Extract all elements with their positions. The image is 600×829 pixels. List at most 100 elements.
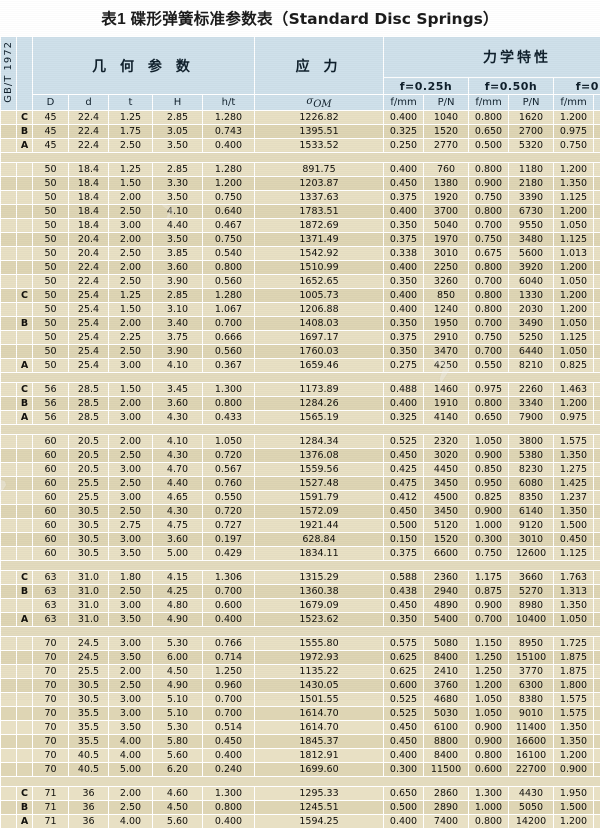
cell-p-075h: 8340 bbox=[594, 505, 600, 519]
cell-sigma: 1408.03 bbox=[255, 317, 384, 331]
cell-h-over-t: 0.800 bbox=[203, 261, 255, 275]
cell-p-075h: 7720 bbox=[594, 139, 600, 153]
cell-h-over-t: 0.197 bbox=[203, 533, 255, 547]
cell-series-class: A bbox=[17, 613, 33, 627]
cell-H: 2.85 bbox=[153, 163, 203, 177]
cell-f-050h: 0.300 bbox=[469, 533, 509, 547]
cell-t: 1.80 bbox=[109, 571, 153, 585]
cell-p-050h: 4430 bbox=[509, 787, 554, 801]
cell-sigma: 1203.87 bbox=[255, 177, 384, 191]
cell-f-025h: 0.300 bbox=[384, 763, 424, 777]
cell-D: 63 bbox=[33, 599, 69, 613]
cell-p-025h: 3260 bbox=[424, 275, 469, 289]
group-spacer-cell bbox=[1, 425, 600, 435]
cell-H: 4.75 bbox=[153, 519, 203, 533]
cell-t: 2.50 bbox=[109, 275, 153, 289]
cell-t: 2.50 bbox=[109, 801, 153, 815]
cell-f-050h: 0.700 bbox=[469, 345, 509, 359]
cell-d: 40.5 bbox=[69, 763, 109, 777]
cell-p-025h: 1910 bbox=[424, 397, 469, 411]
cell-h-over-t: 0.560 bbox=[203, 345, 255, 359]
cell-f-075h: 1.013 bbox=[554, 247, 594, 261]
cell-f-075h: 1.200 bbox=[554, 163, 594, 177]
cell-series-class bbox=[17, 275, 33, 289]
cell-D: 70 bbox=[33, 651, 69, 665]
cell-p-050h: 15100 bbox=[509, 651, 554, 665]
standard-label-spacer bbox=[1, 637, 17, 651]
cell-sigma: 1542.92 bbox=[255, 247, 384, 261]
cell-f-050h: 0.800 bbox=[469, 397, 509, 411]
standard-label-spacer bbox=[1, 449, 17, 463]
cell-f-050h: 0.750 bbox=[469, 233, 509, 247]
cell-t: 3.00 bbox=[109, 463, 153, 477]
cell-p-050h: 9010 bbox=[509, 707, 554, 721]
cell-p-075h: 23900 bbox=[594, 735, 600, 749]
cell-p-050h: 6140 bbox=[509, 505, 554, 519]
cell-f-050h: 1.000 bbox=[469, 801, 509, 815]
group-spacer-row bbox=[1, 627, 600, 637]
cell-f-025h: 0.575 bbox=[384, 637, 424, 651]
cell-f-075h: 1.313 bbox=[554, 585, 594, 599]
cell-f-050h: 1.150 bbox=[469, 637, 509, 651]
cell-series-class bbox=[17, 191, 33, 205]
cell-f-025h: 0.450 bbox=[384, 449, 424, 463]
cell-series-class: B bbox=[17, 317, 33, 331]
cell-D: 60 bbox=[33, 491, 69, 505]
cell-sigma: 1614.70 bbox=[255, 707, 384, 721]
cell-f-075h: 1.763 bbox=[554, 571, 594, 585]
cell-h-over-t: 0.720 bbox=[203, 449, 255, 463]
cell-f-075h: 1.200 bbox=[554, 397, 594, 411]
cell-f-025h: 0.325 bbox=[384, 411, 424, 425]
cell-H: 4.70 bbox=[153, 463, 203, 477]
standard-label-spacer bbox=[1, 613, 17, 627]
cell-series-class: B bbox=[17, 801, 33, 815]
cell-p-075h: 13680 bbox=[594, 219, 600, 233]
cell-h-over-t: 0.750 bbox=[203, 191, 255, 205]
cell-f-075h: 1.050 bbox=[554, 613, 594, 627]
cell-f-075h: 1.575 bbox=[554, 707, 594, 721]
cell-p-025h: 2250 bbox=[424, 261, 469, 275]
cell-series-class bbox=[17, 331, 33, 345]
cell-series-class bbox=[17, 519, 33, 533]
cell-t: 1.25 bbox=[109, 289, 153, 303]
cell-d: 24.5 bbox=[69, 651, 109, 665]
cell-p-075h: 4470 bbox=[594, 533, 600, 547]
cell-p-050h: 2030 bbox=[509, 303, 554, 317]
cell-p-050h: 16600 bbox=[509, 735, 554, 749]
group-spacer-cell bbox=[1, 777, 600, 787]
cell-D: 50 bbox=[33, 205, 69, 219]
col-header-sigma: σОМ bbox=[255, 95, 384, 111]
cell-sigma: 1284.26 bbox=[255, 397, 384, 411]
cell-series-class bbox=[17, 303, 33, 317]
cell-D: 71 bbox=[33, 787, 69, 801]
cell-sigma: 1245.51 bbox=[255, 801, 384, 815]
cell-sigma: 1760.03 bbox=[255, 345, 384, 359]
cell-series-class bbox=[17, 345, 33, 359]
cell-f-025h: 0.600 bbox=[384, 679, 424, 693]
cell-p-075h: 11780 bbox=[594, 491, 600, 505]
cell-H: 5.10 bbox=[153, 707, 203, 721]
cell-f-075h: 1.875 bbox=[554, 651, 594, 665]
cell-h-over-t: 0.450 bbox=[203, 735, 255, 749]
standard-label-spacer bbox=[1, 651, 17, 665]
standard-label-spacer bbox=[1, 787, 17, 801]
cell-d: 30.5 bbox=[69, 547, 109, 561]
cell-p-050h: 11400 bbox=[509, 721, 554, 735]
cell-h-over-t: 0.720 bbox=[203, 505, 255, 519]
cell-p-025h: 4140 bbox=[424, 411, 469, 425]
cell-f-075h: 1.237 bbox=[554, 491, 594, 505]
cell-f-050h: 0.950 bbox=[469, 477, 509, 491]
cell-f-025h: 0.350 bbox=[384, 317, 424, 331]
cell-sigma: 1614.70 bbox=[255, 721, 384, 735]
cell-t: 1.25 bbox=[109, 163, 153, 177]
cell-H: 5.60 bbox=[153, 749, 203, 763]
cell-H: 3.60 bbox=[153, 261, 203, 275]
cell-f-025h: 0.625 bbox=[384, 665, 424, 679]
